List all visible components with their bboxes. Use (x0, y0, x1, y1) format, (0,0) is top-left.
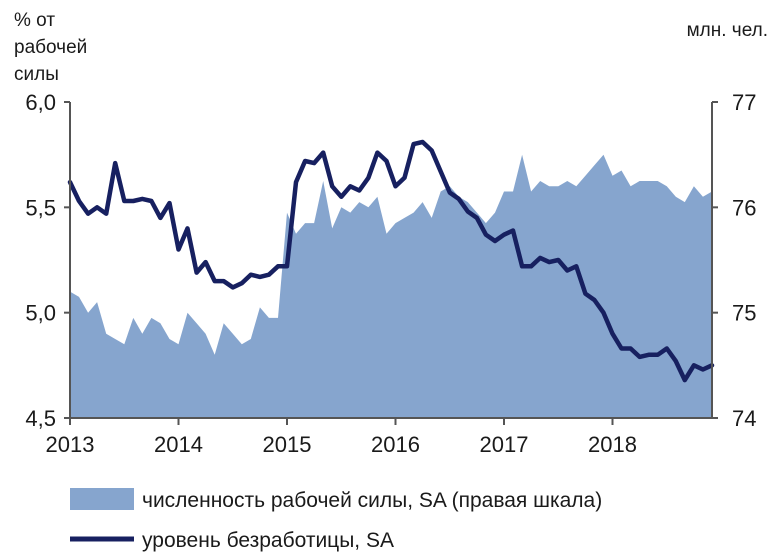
left-tick-label: 4,5 (25, 406, 56, 431)
plot-area (67, 139, 715, 418)
right-axis-label: млн. чел. (687, 20, 768, 41)
x-tick-label: 2013 (46, 432, 95, 457)
left-tick-label: 5,0 (25, 301, 56, 326)
legend-line-label: уровень безработицы, SA (142, 529, 394, 552)
x-tick-label: 2016 (371, 432, 420, 457)
unemployment-line (67, 139, 715, 383)
left-tick-label: 6,0 (25, 90, 56, 115)
left-axis-label-line-3: силы (14, 64, 59, 85)
x-tick-label: 2017 (480, 432, 529, 457)
left-axis-label: % от рабочей силы (14, 10, 87, 85)
axes: 4,5 5,0 5,5 6,0 74 75 76 77 2013 2014 2015 2016 2017… (25, 90, 756, 457)
legend-area-swatch (70, 488, 134, 510)
right-tick-label: 75 (732, 301, 756, 326)
right-tick-label: 77 (732, 90, 756, 115)
x-tick-label: 2015 (263, 432, 312, 457)
x-tick-label: 2018 (588, 432, 637, 457)
labor-force-area (70, 154, 712, 418)
left-axis-label-line-2: рабочей (14, 37, 87, 58)
left-tick-label: 5,5 (25, 195, 56, 220)
legend: численность рабочей силы, SA (правая шка… (70, 488, 602, 552)
right-tick-label: 76 (732, 195, 756, 220)
left-axis-label-line-1: % от (14, 10, 55, 31)
legend-area-label: численность рабочей силы, SA (правая шка… (142, 489, 602, 512)
right-tick-label: 74 (732, 406, 756, 431)
x-tick-label: 2014 (154, 432, 203, 457)
